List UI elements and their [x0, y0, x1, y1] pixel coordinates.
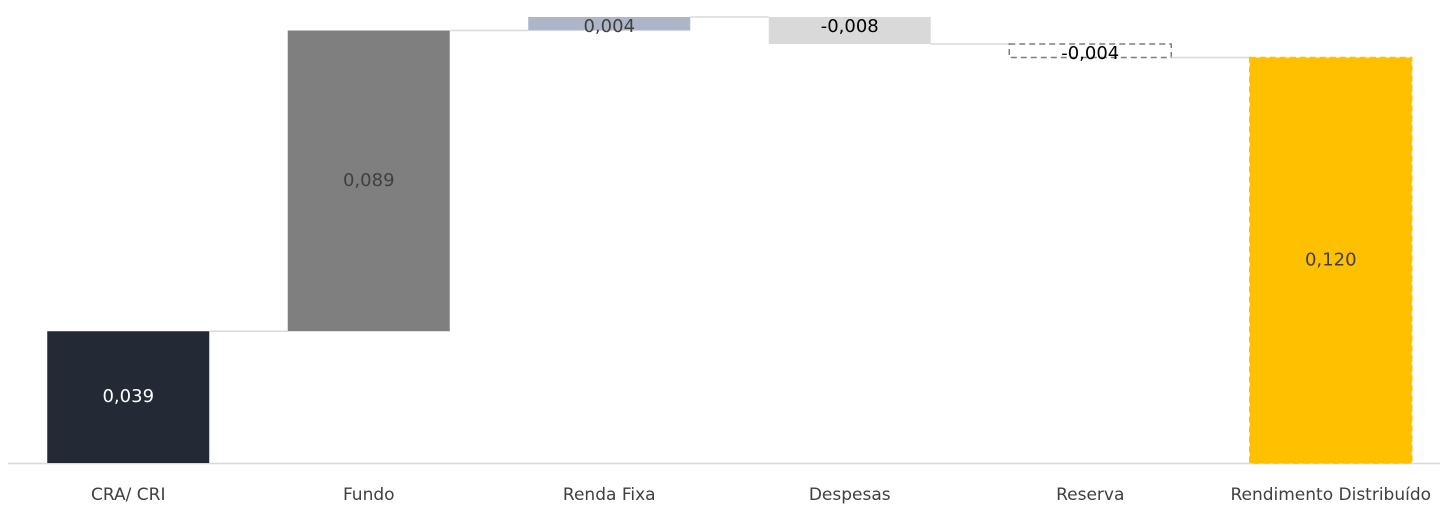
data-label: 0,120 [1305, 249, 1357, 270]
data-label: 0,039 [102, 386, 154, 407]
bar [47, 331, 210, 463]
bar [287, 30, 450, 332]
x-tick-label: Renda Fixa [563, 485, 656, 505]
data-label: 0,089 [343, 170, 395, 191]
x-tick-label: Fundo [343, 485, 395, 505]
bar [1249, 56, 1413, 464]
x-tick-label: Reserva [1056, 485, 1124, 505]
data-label: -0,004 [1061, 43, 1119, 64]
x-tick-label: Despesas [809, 485, 891, 505]
bar [528, 17, 691, 31]
bar [768, 17, 931, 45]
data-label: -0,008 [821, 16, 879, 37]
x-tick-label: CRA/ CRI [91, 485, 165, 505]
bar [1008, 43, 1172, 59]
x-tick-label: Rendimento Distribuído [1230, 485, 1431, 505]
data-label: 0,004 [583, 16, 635, 37]
